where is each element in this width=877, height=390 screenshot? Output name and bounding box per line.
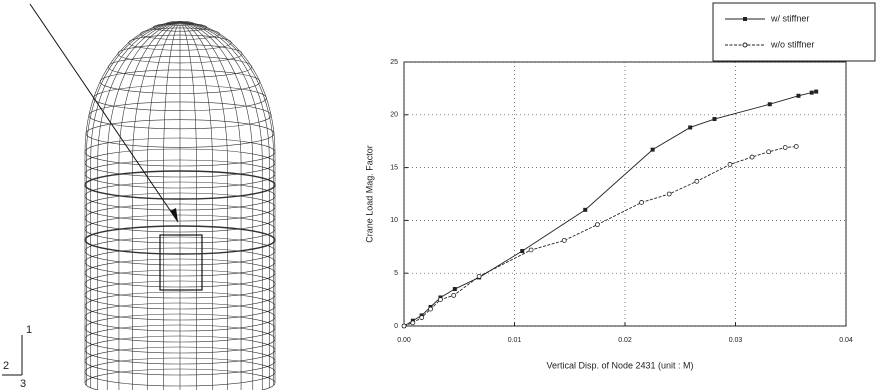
data-point (529, 248, 533, 252)
data-point (783, 146, 787, 150)
data-point (767, 150, 771, 154)
data-point (667, 192, 671, 196)
triad-label: 3 (20, 378, 26, 390)
x-tick-label: 0.04 (839, 337, 853, 344)
data-point (420, 316, 424, 320)
data-point (452, 293, 456, 297)
data-point (796, 94, 800, 98)
data-point (768, 102, 772, 106)
legend-marker (743, 17, 747, 21)
containment-mesh (85, 21, 275, 390)
data-point (520, 249, 524, 253)
series-line (404, 92, 816, 326)
legend-label: w/o stiffner (770, 39, 814, 49)
x-tick-label: 0.00 (397, 337, 411, 344)
data-point (814, 90, 818, 94)
y-tick-label: 0 (394, 323, 398, 330)
y-tick-label: 20 (390, 112, 398, 119)
data-point (453, 287, 457, 291)
x-tick-label: 0.01 (508, 337, 522, 344)
data-point (562, 238, 566, 242)
page: 1 2 3 Vertical Disp. of Node 2431 (unit … (0, 0, 877, 390)
y-tick-label: 15 (390, 164, 398, 171)
y-tick-label: 5 (394, 270, 398, 277)
data-point (595, 223, 599, 227)
data-point (583, 208, 587, 212)
data-point (750, 155, 754, 159)
data-point (438, 298, 442, 302)
x-tick-label: 0.02 (618, 337, 632, 344)
legend-box (713, 3, 875, 61)
data-point (429, 307, 433, 311)
data-point (695, 179, 699, 183)
triad-label: 1 (26, 324, 32, 336)
triad-label: 2 (3, 360, 9, 372)
x-axis-label: Vertical Disp. of Node 2431 (unit : M) (546, 360, 693, 370)
mesh-meridian (180, 22, 269, 388)
data-point (640, 200, 644, 204)
data-point (402, 324, 406, 328)
legend-label: w/ stiffner (770, 13, 809, 23)
data-point (411, 321, 415, 325)
data-point (688, 125, 692, 129)
legend-marker (743, 43, 747, 47)
data-point (728, 162, 732, 166)
data-point (794, 144, 798, 148)
y-tick-label: 10 (390, 217, 398, 224)
data-point (477, 274, 481, 278)
y-tick-label: 25 (390, 59, 398, 66)
series-line (404, 146, 796, 326)
data-point (713, 117, 717, 121)
x-tick-label: 0.03 (729, 337, 743, 344)
data-point (810, 91, 814, 95)
data-point (651, 148, 655, 152)
y-axis-label: Crane Load Mag. Factor (364, 145, 374, 243)
